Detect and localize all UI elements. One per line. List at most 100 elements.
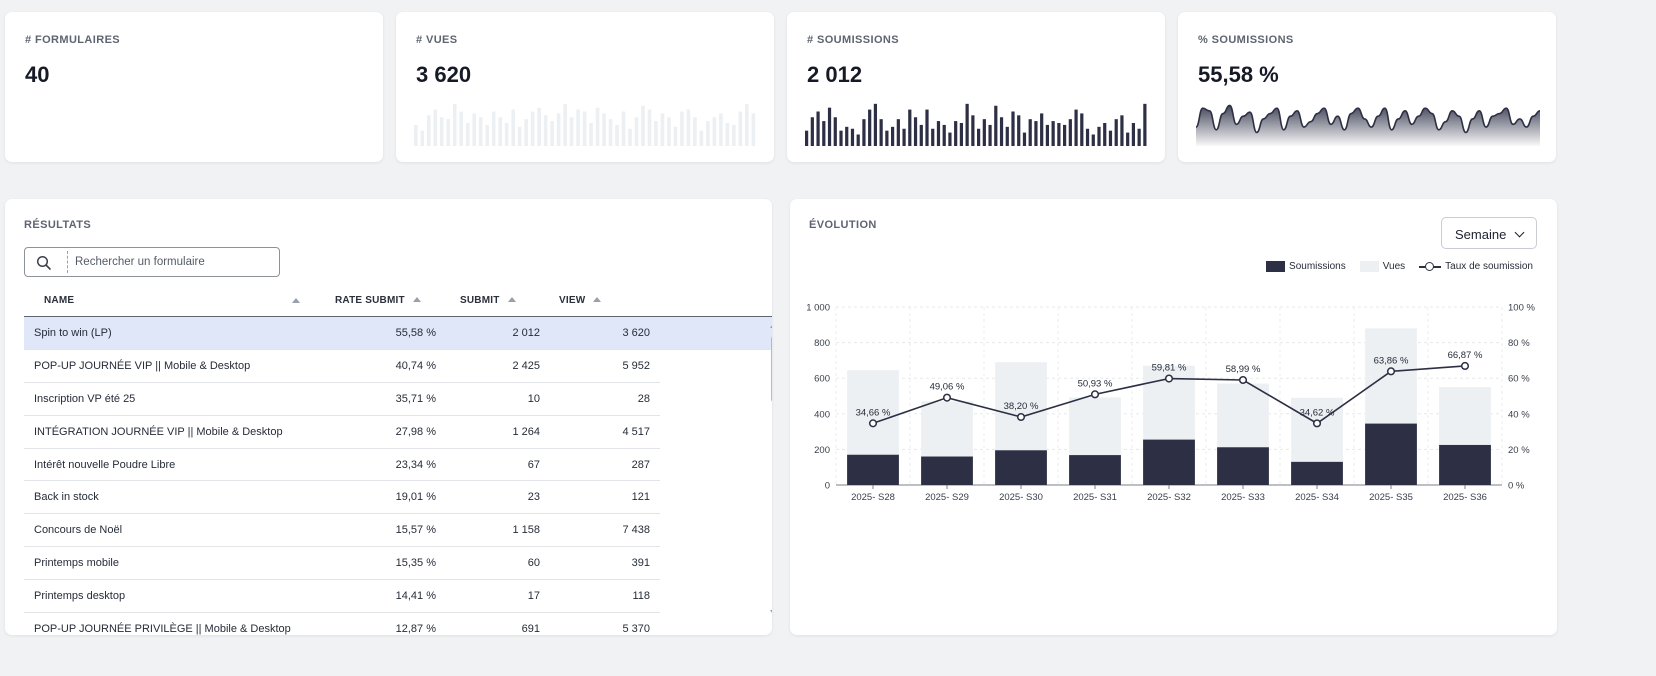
sparkline-bar [608,119,613,146]
bar-soumissions[interactable] [1291,461,1343,485]
rate-point[interactable] [1238,375,1248,385]
column-header-view[interactable]: VIEW [559,295,602,306]
sparkline-bar [699,130,704,146]
cell-submit: 60 [527,557,540,570]
scroll-up-icon[interactable] [770,321,772,328]
table-row[interactable]: Inscription VP été 25 35,71 % 10 28 [24,383,660,416]
rate-point[interactable] [1460,361,1470,371]
kpi-label: # SOUMISSIONS [807,34,899,46]
cell-rate: 14,41 % [395,590,436,603]
sparkline-bar [576,109,580,146]
sparkline-bar [1011,111,1015,146]
period-select[interactable]: Semaine [1441,217,1537,249]
sparkline-bar [1017,115,1021,146]
sparkline-bar [919,124,923,146]
sparkline-bar [1063,124,1067,146]
sparkline-bar [569,117,574,146]
scroll-down-icon[interactable] [770,610,772,617]
table-row[interactable]: Spin to win (LP) 55,58 % 2 012 3 620 [24,317,772,350]
sparkline-bar [1120,115,1124,146]
table-row[interactable]: Printemps mobile 15,35 % 60 391 [24,547,660,581]
kpi-label: # FORMULAIRES [25,34,121,46]
sparkline-bar [873,103,878,146]
legend-item-taux[interactable]: Taux de soumission [1419,261,1533,272]
sparkline-bar [452,103,457,146]
bar-soumissions[interactable] [1439,444,1491,485]
table-scrollbar[interactable] [767,321,772,635]
cell-view: 118 [632,590,650,603]
rate-point[interactable] [1312,419,1322,428]
bar-soumissions[interactable] [1365,423,1417,485]
table-row[interactable]: Printemps desktop 14,41 % 17 118 [24,580,660,614]
bar-soumissions[interactable] [1069,455,1121,485]
table-row[interactable]: INTÉGRATION JOURNÉE VIP || Mobile & Desk… [24,416,660,449]
column-header-label: NAME [44,295,75,306]
legend-item-vues[interactable]: Vues [1359,261,1406,272]
cell-submit: 1 158 [512,524,540,537]
column-header-rate[interactable]: RATE SUBMIT [335,295,421,306]
sparkline-bar [913,117,918,146]
sparkline-soumissions [805,103,1147,146]
cell-name: Intérêt nouvelle Poudre Libre [34,458,176,471]
sparkline-vues [414,103,756,146]
sparkline-bar [595,107,600,146]
sort-asc-icon[interactable] [412,296,421,302]
sort-asc-icon[interactable] [593,296,602,302]
rate-point[interactable] [1386,367,1396,376]
legend-line-marker [1419,261,1442,272]
bar-soumissions[interactable] [1143,439,1195,485]
sparkline-bar [446,119,451,146]
sparkline-bar [896,119,900,146]
scroll-thumb[interactable] [771,335,772,403]
sparkline-bar [673,126,678,146]
table-row[interactable]: Back in stock 19,01 % 23 121 [24,481,660,515]
sparkline-bar [582,111,587,146]
table-row[interactable]: POP-UP JOURNÉE PRIVILÈGE || Mobile & Des… [24,613,660,635]
kpi-card-soumissions: # SOUMISSIONS 2 012 [787,12,1165,162]
cell-submit: 67 [527,458,540,471]
rate-point[interactable] [868,419,878,428]
kpi-value: 3 620 [416,62,472,87]
sparkline-area [1196,105,1540,146]
search-input[interactable] [75,253,271,271]
kpi-value: 55,58 % [1198,62,1279,87]
column-header-submit[interactable]: SUBMIT [460,295,516,306]
sparkline-bar [433,109,438,146]
bar-soumissions[interactable] [847,454,899,485]
table-row[interactable]: Intérêt nouvelle Poudre Libre 23,34 % 67… [24,449,660,482]
sparkline-bar [827,107,832,146]
sparkline-bar [1091,134,1095,146]
x-tick-label: 2025- S36 [1443,492,1487,503]
bar-soumissions[interactable] [995,450,1047,485]
sparkline-bar [498,117,503,146]
sparkline-bar [856,134,860,146]
table-row[interactable]: Concours de Noël 15,57 % 1 158 7 438 [24,514,660,548]
x-tick-label: 2025- S31 [1073,492,1117,503]
sparkline-bar [885,130,889,146]
rate-point[interactable] [942,393,952,402]
sparkline-bar [738,111,743,146]
cell-view: 4 517 [622,425,650,438]
legend-label: Vues [1382,261,1406,272]
sparkline-bar [1045,124,1050,146]
sort-asc-icon[interactable] [292,298,300,303]
sparkline-bar [628,128,632,146]
y-tick-left: 400 [814,409,830,420]
rate-point[interactable] [1090,390,1100,399]
rate-point[interactable] [1164,374,1174,383]
y-tick-right: 60 % [1508,374,1530,385]
sort-asc-icon[interactable] [507,296,516,302]
search-box[interactable] [24,247,280,277]
sparkline-bar [472,113,477,146]
evolution-title: ÉVOLUTION [809,219,877,231]
rate-label: 63,86 % [1374,355,1409,366]
column-header-name[interactable]: NAME [44,295,300,306]
bar-soumissions[interactable] [921,456,973,485]
legend-item-soumissions[interactable]: Soumissions [1266,261,1346,272]
rate-point[interactable] [1016,412,1026,422]
sparkline-bar [959,123,964,146]
sparkline-bar [511,109,515,146]
bar-soumissions[interactable] [1217,447,1269,485]
chart-legend: Soumissions Vues Taux de soumission [1252,261,1533,272]
table-row[interactable]: POP-UP JOURNÉE VIP || Mobile & Desktop 4… [24,350,660,383]
